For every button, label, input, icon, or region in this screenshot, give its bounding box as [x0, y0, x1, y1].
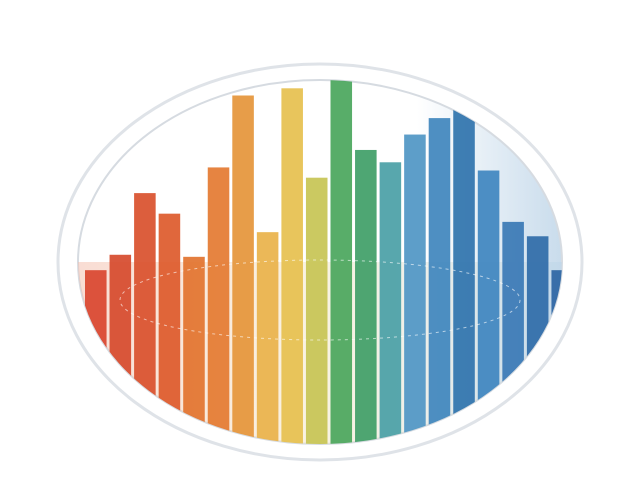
bar: [305, 177, 328, 444]
floor-ring: [119, 259, 521, 341]
bar: [158, 213, 181, 444]
bar: [453, 95, 475, 444]
bar: [355, 149, 377, 444]
bar: [551, 270, 562, 444]
bar: [134, 193, 156, 444]
bar: [183, 256, 205, 444]
bar: [477, 170, 500, 444]
bar: [330, 80, 353, 444]
bar: [281, 88, 303, 444]
bar: [207, 167, 230, 444]
bar: [256, 232, 279, 444]
bar: [428, 118, 451, 444]
bar: [379, 162, 402, 444]
bar: [404, 134, 426, 444]
bar: [109, 254, 132, 444]
outer-ring: [56, 62, 584, 462]
bar: [85, 270, 107, 444]
bar: [232, 95, 254, 444]
bar: [502, 221, 524, 444]
